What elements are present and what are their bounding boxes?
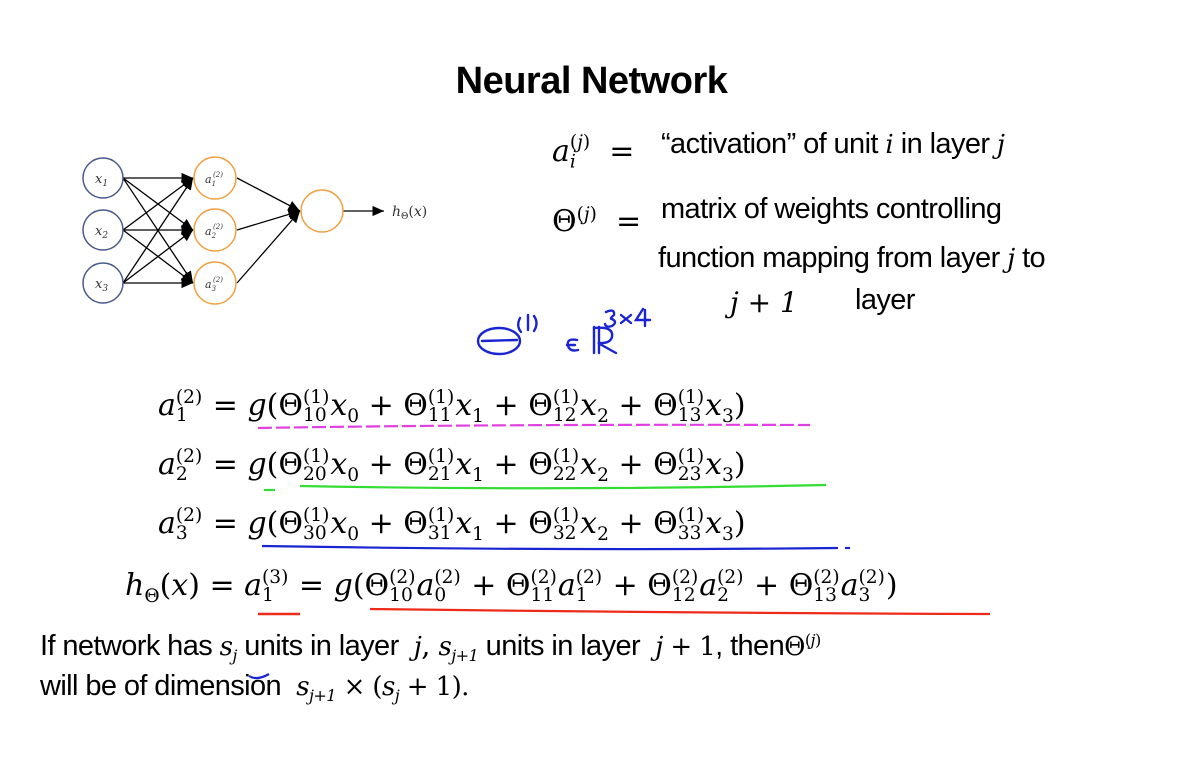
hidden-node-a2: [193, 208, 237, 252]
theta-line3-text: layer: [855, 284, 915, 316]
theta-definition-line2: function mapping from layer j to: [658, 242, 1046, 274]
network-edges: [122, 172, 384, 289]
statement-text-b: units in layer: [244, 630, 399, 662]
activation-text: “activation” of unit: [661, 128, 878, 160]
theta-definition-line1: matrix of weights controlling: [661, 193, 1002, 225]
hidden-node-a3: [193, 261, 237, 305]
underline-pink: [257, 423, 811, 430]
underline-red: [369, 607, 991, 616]
dimension-statement-line2: will be of dimension sj+1 × (sj + 1).: [40, 670, 469, 706]
input-node-x2: [82, 209, 124, 251]
theta-to: to: [1022, 242, 1046, 274]
equation-a1: a (2) 1 = g(Θ (1) 10 x0 + Θ (1) 11 x1 + Θ (1) 12 x2…: [158, 387, 746, 427]
svg-text:hΘ(x): hΘ(x): [392, 204, 427, 222]
underline-blue: [261, 544, 839, 551]
underline-blue-sj: [248, 673, 270, 680]
output-node: [300, 189, 344, 233]
handwritten-annotation: [476, 307, 652, 356]
theta-line2-text: function mapping from layer: [658, 242, 1000, 274]
equation-h: hΘ(x) = a (3) 1 = g(Θ (2) 10 a (2) 0 + Θ (2) 11 a(…: [125, 567, 898, 607]
statement-text-d: , then: [715, 630, 785, 662]
statement-text-e: will be of dimension: [40, 670, 282, 702]
input-node-x3: [82, 262, 124, 304]
theta-line3-math: j + 1: [730, 286, 798, 319]
equation-a2: a (2) 2 = g(Θ (1) 20 x0 + Θ (1) 21 x1 + Θ (1) 22 x2…: [158, 446, 746, 486]
statement-text-c: units in layer: [485, 630, 641, 662]
activation-in-layer: in layer: [900, 128, 990, 160]
input-nodes: [82, 157, 124, 304]
page-title: Neural Network: [455, 60, 728, 102]
underline-green: [299, 483, 827, 490]
hidden-nodes: [193, 156, 237, 305]
input-node-x1: [82, 157, 124, 199]
activation-symbol: ai(j) =: [552, 132, 635, 173]
activation-definition: “activation” of unit i in layer j: [661, 128, 1005, 160]
statement-text-a: If network has: [40, 630, 213, 662]
dimension-statement-line1: If network has sj units in layer j, sj+1…: [40, 628, 821, 666]
theta-symbol: Θ(j) =: [552, 204, 642, 239]
hidden-node-a1: [193, 156, 237, 200]
equation-a3: a (2) 3 = g(Θ (1) 30 x0 + Θ (1) 31 x1 + Θ (1) 32 x2…: [158, 505, 746, 545]
